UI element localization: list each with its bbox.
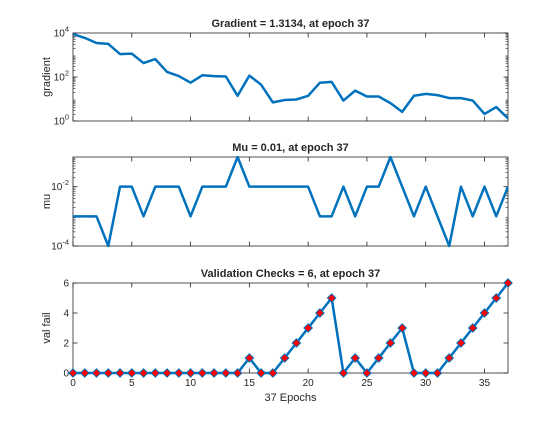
val-fail-data-point [115,368,125,378]
val-fail-data-point [279,353,290,363]
val-fail-data-point [326,293,337,303]
val-fail-data-point [350,353,361,363]
val-fail-data-point [68,368,78,378]
val-fail-y-tick-label: 2 [63,339,69,350]
val-fail-data-point [267,368,278,378]
mu-plot-area [72,156,509,247]
mu-axes: 10-4 10-2 Mu = 0.01, at epoch 37 mu [41,142,509,253]
val-fail-data-point [79,368,90,378]
val-fail-data-point [150,368,161,378]
val-fail-x-axis-label: 37 Epochs [265,392,317,404]
val-fail-data-point [185,368,196,378]
val-fail-x-tick-label: 35 [479,378,491,389]
val-fail-data-point [197,368,208,378]
mu-y-axis-label: mu [41,194,53,209]
val-fail-data-point [314,308,325,318]
gradient-series-line [73,32,508,120]
gradient-y-tick-label: 104 [54,25,69,40]
val-fail-data-point [503,278,513,288]
val-fail-data-point [103,368,114,378]
val-fail-data-point [338,368,349,378]
val-fail-data-point [362,368,372,378]
val-fail-data-point [91,368,102,378]
mu-series-line [73,155,508,248]
gradient-y-tick-label: 100 [54,113,69,128]
val-fail-data-point [138,368,149,378]
val-fail-y-axis-label: val fail [41,312,53,343]
val-fail-data-point [479,308,490,318]
gradient-axes: 100 102 104 Gradient = 1.3134, at epoch 37 g… [41,18,509,128]
val-fail-data-point [420,368,431,378]
val-fail-data-point [220,368,231,378]
val-fail-x-tick-label: 0 [70,378,76,389]
val-fail-data-point [491,293,502,303]
val-fail-y-tick-label: 0 [63,369,69,380]
val-fail-data-point [126,368,137,378]
val-fail-data-point [162,368,172,378]
val-fail-axes: 0 2 4 6 0 5 10 15 20 25 30 35 Validation Checks = 6,… [41,268,513,404]
val-fail-data-point [432,368,443,378]
val-fail-data-point [444,353,455,363]
val-fail-x-tick-label: 30 [420,378,432,389]
gradient-plot-area [72,32,509,122]
gradient-y-tick-label: 102 [54,69,69,84]
val-fail-data-point [409,368,419,378]
val-fail-data-point [303,323,314,333]
val-fail-data-point [173,368,184,378]
val-fail-data-point [373,353,384,363]
val-fail-data-point [291,338,302,348]
val-fail-data-point [397,323,408,333]
val-fail-x-tick-label: 5 [129,378,135,389]
val-fail-title: Validation Checks = 6, at epoch 37 [201,268,380,280]
val-fail-plot-area [72,282,509,374]
val-fail-data-point [209,368,219,378]
val-fail-data-point [232,368,243,378]
gradient-y-axis-label: gradient [41,57,53,97]
val-fail-x-tick-label: 20 [303,378,315,389]
val-fail-x-tick-label: 10 [185,378,197,389]
val-fail-y-tick-label: 4 [63,309,69,320]
val-fail-data-point [456,338,466,348]
val-fail-x-tick-label: 15 [244,378,256,389]
mu-y-tick-label: 10-4 [51,238,69,253]
val-fail-y-tick-label: 6 [63,279,69,290]
val-fail-x-tick-label: 25 [361,378,373,389]
val-fail-data-point [244,353,255,363]
mu-title: Mu = 0.01, at epoch 37 [232,142,348,154]
val-fail-data-point [256,368,267,378]
val-fail-data-point [467,323,478,333]
mu-y-tick-label: 10-2 [51,178,69,193]
val-fail-data-point [385,338,396,348]
gradient-title: Gradient = 1.3134, at epoch 37 [211,18,369,30]
